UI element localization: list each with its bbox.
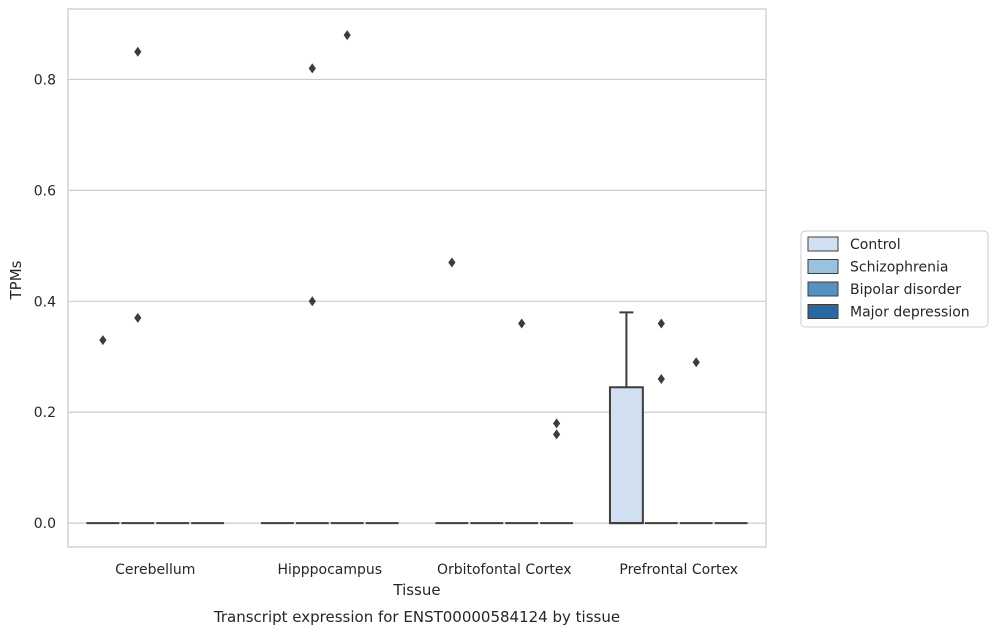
x-tick-label: Cerebellum	[115, 562, 195, 578]
legend-frame	[800, 230, 989, 328]
outlier-point	[134, 312, 142, 323]
outlier-point	[99, 335, 107, 346]
legend-label: Bipolar disorder	[850, 282, 961, 298]
y-tick-label: 0.4	[34, 294, 56, 310]
outlier-point	[448, 257, 456, 268]
legend-swatch	[807, 236, 839, 252]
outliers	[99, 30, 700, 440]
legend: Control Schizophrenia Bipolar disorder Majo…	[800, 230, 989, 328]
legend-label: Major depression	[850, 305, 970, 321]
legend-label: Control	[850, 237, 901, 253]
x-tick-label: Prefrontal Cortex	[619, 562, 738, 578]
outlier-point	[343, 30, 351, 41]
x-tick-label: Orbitofontal Cortex	[437, 562, 572, 578]
y-tick-label: 0.2	[34, 405, 56, 421]
y-axis-label: TPMs	[7, 260, 25, 300]
y-tick-label: 0.8	[34, 72, 56, 88]
outlier-point	[308, 63, 316, 74]
y-axis-ticks: 0.0 0.2 0.4 0.6 0.8	[34, 72, 56, 532]
outlier-point	[657, 373, 665, 384]
legend-swatch	[807, 259, 839, 274]
outlier-point	[692, 357, 700, 368]
plot-area-frame	[67, 8, 767, 548]
y-tick-label: 0.6	[34, 183, 56, 199]
outlier-point	[308, 296, 316, 307]
outlier-point	[553, 429, 561, 440]
outlier-point	[134, 46, 142, 57]
chart-title: Transcript expression for ENST0000058412…	[213, 608, 620, 626]
x-axis-label: Tissue	[392, 581, 440, 599]
legend-label: Schizophrenia	[850, 260, 948, 276]
outlier-point	[657, 318, 665, 329]
gridlines	[68, 78, 766, 524]
legend-swatch	[807, 304, 839, 319]
legend-swatch	[807, 281, 839, 297]
y-tick-label: 0.0	[34, 516, 56, 532]
outlier-point	[553, 418, 561, 429]
x-axis-ticks: Cerebellum Hipppocampus Orbitofontal Corte…	[115, 562, 738, 578]
boxes	[86, 311, 748, 525]
x-tick-label: Hipppocampus	[277, 562, 382, 578]
box-body	[608, 386, 644, 525]
outlier-point	[518, 318, 526, 329]
box-control	[608, 311, 644, 525]
